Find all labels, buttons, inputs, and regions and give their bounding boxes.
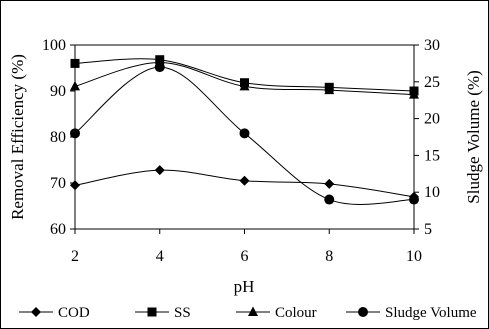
legend-marker	[31, 307, 41, 317]
legend-label: Colour	[275, 305, 317, 321]
legend: COD SS Colour Sludge Volume	[19, 305, 477, 321]
series-sludge-volume	[70, 62, 419, 205]
y2-tick-label: 5	[424, 221, 432, 238]
series-colour	[70, 56, 419, 99]
x-tick-label: 10	[406, 248, 422, 265]
x-tick-label: 4	[156, 248, 164, 265]
data-point-triangle	[70, 80, 80, 91]
legend-marker	[248, 306, 258, 316]
x-tick-label: 6	[241, 248, 249, 265]
y-tick-label: 60	[50, 221, 66, 238]
y-tick-label: 80	[50, 129, 66, 146]
data-point-triangle	[324, 84, 335, 95]
y2-tick-label: 25	[424, 74, 440, 91]
data-point-diamond	[239, 175, 250, 186]
data-point-triangle	[239, 80, 250, 91]
y-tick-label: 100	[42, 37, 66, 54]
data-point-circle	[324, 194, 335, 205]
data-point-diamond	[324, 178, 335, 189]
x-tick-label: 8	[325, 248, 333, 265]
legend-marker	[147, 307, 157, 317]
y-axis-label: Removal Efficiency (%)	[8, 54, 27, 220]
legend-label: Sludge Volume	[385, 305, 477, 321]
x-axis-label: pH	[234, 277, 255, 296]
legend-item: SS	[135, 305, 191, 321]
y2-tick-label: 20	[424, 111, 440, 128]
legend-item: Sludge Volume	[346, 305, 477, 321]
legend-item: COD	[19, 305, 90, 321]
data-point-triangle	[409, 89, 419, 99]
legend-item: Colour	[236, 305, 317, 321]
y2-axis-label: Sludge Volume (%)	[464, 70, 483, 203]
y2-tick-label: 15	[424, 147, 440, 164]
y-tick-label: 90	[50, 83, 66, 100]
data-point-circle	[154, 62, 165, 73]
series-layer	[70, 55, 419, 205]
data-point-circle	[70, 128, 80, 139]
data-point-diamond	[70, 180, 80, 191]
data-point-circle	[239, 128, 250, 139]
x-tick-label: 2	[71, 248, 79, 265]
legend-marker	[358, 307, 368, 317]
legend-label: SS	[174, 305, 191, 321]
y-tick-label: 70	[50, 175, 66, 192]
data-point-diamond	[154, 165, 165, 176]
legend-label: COD	[58, 305, 90, 321]
y2-tick-label: 30	[424, 37, 440, 54]
data-point-square	[70, 58, 80, 68]
y2-tick-label: 10	[424, 184, 440, 201]
data-point-circle	[409, 194, 419, 205]
series-cod	[70, 165, 419, 202]
